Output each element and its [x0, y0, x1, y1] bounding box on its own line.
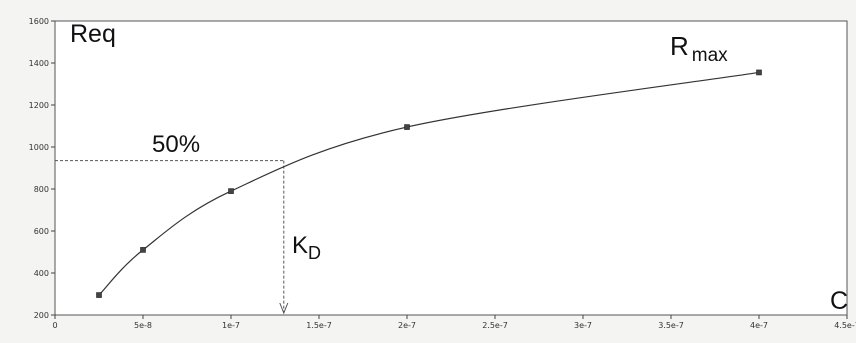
half-maximum-label: 50%: [152, 131, 200, 158]
x-tick-label: 4.5e-7: [834, 321, 856, 330]
y-tick-label: 1200: [29, 101, 49, 110]
rmax-label-subscript: max: [692, 45, 728, 66]
y-tick-label: 200: [34, 311, 49, 320]
axes: 200 400 600 800 1000 1200 1400 1600 0 5e-8 1e-7 1.5…: [29, 17, 856, 330]
kd-arrow-head: [279, 302, 289, 315]
data-point: [140, 247, 146, 253]
x-tick-label: 3.5e-7: [658, 321, 684, 330]
x-tick-label: 0: [52, 321, 57, 330]
x-tick-label: 3e-7: [574, 321, 592, 330]
plot-area: [54, 20, 848, 316]
y-axis-label: Req: [70, 20, 116, 48]
kd-label-main: K: [292, 232, 308, 259]
kd-label: KD: [292, 232, 321, 263]
guide-lines: [55, 160, 289, 315]
rmax-label-main: R: [670, 31, 689, 61]
x-tick-label: 2.5e-7: [482, 321, 508, 330]
kd-label-subscript: D: [308, 243, 321, 263]
y-tick-label: 1000: [29, 143, 49, 152]
x-tick-label: 1.5e-7: [306, 321, 332, 330]
data-point: [96, 292, 102, 298]
y-tick-label: 1600: [29, 17, 49, 26]
data-point: [404, 124, 410, 130]
x-tick-label: 1e-7: [222, 321, 240, 330]
x-tick-label: 2e-7: [398, 321, 416, 330]
y-tick-label: 800: [34, 185, 49, 194]
x-axis-label: C: [830, 287, 848, 315]
y-tick-label: 400: [34, 269, 49, 278]
data-point: [756, 69, 762, 76]
x-tick-label: 5e-8: [134, 321, 152, 330]
y-tick-label: 600: [34, 227, 49, 236]
data-point: [228, 188, 234, 194]
data-markers: [96, 69, 762, 298]
x-tick-label: 4e-7: [750, 321, 768, 330]
y-tick-label: 1400: [29, 59, 49, 68]
